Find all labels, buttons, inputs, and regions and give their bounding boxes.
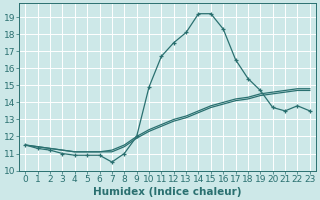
X-axis label: Humidex (Indice chaleur): Humidex (Indice chaleur) xyxy=(93,187,242,197)
